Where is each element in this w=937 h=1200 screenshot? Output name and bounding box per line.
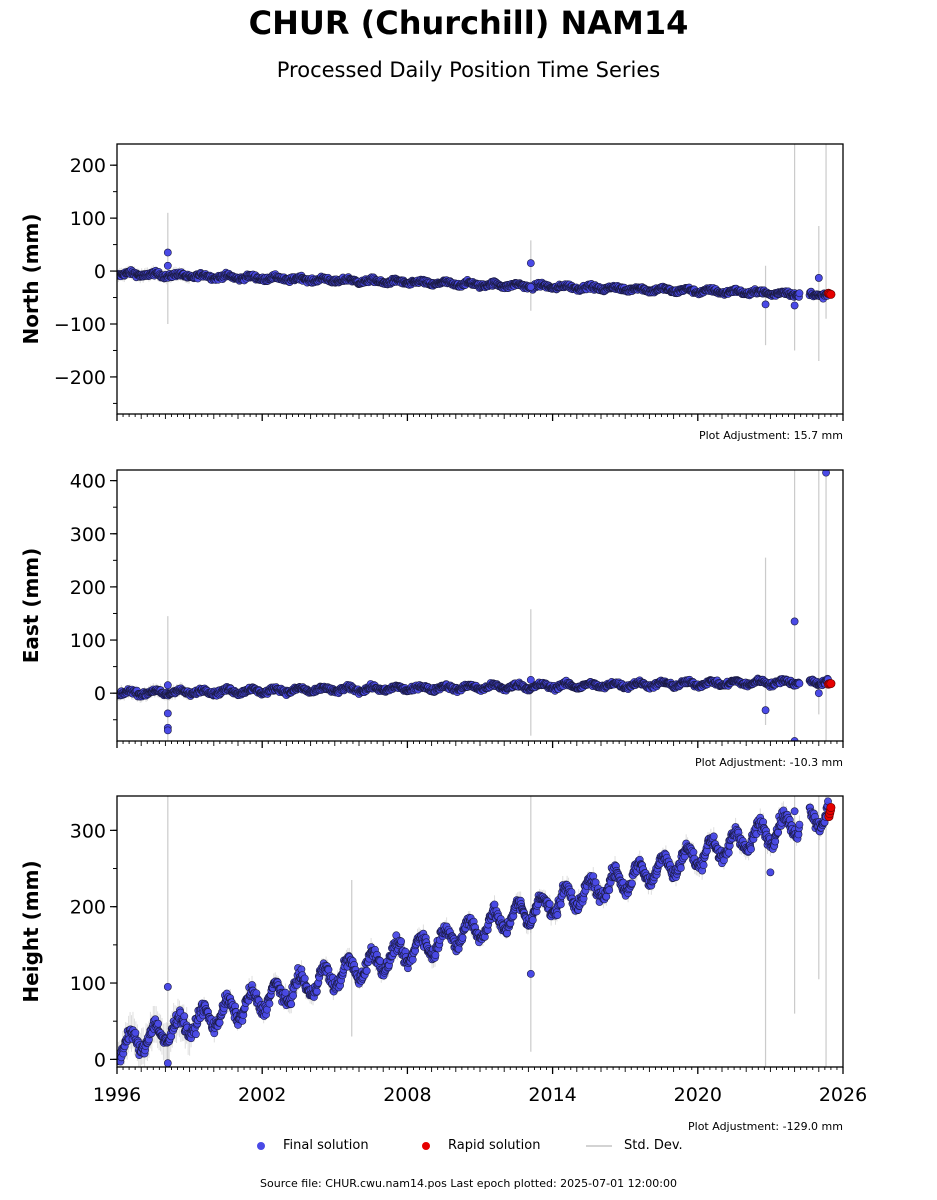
plot-adjustment-label: Plot Adjustment: -10.3 mm <box>695 756 843 769</box>
final-point <box>131 1028 140 1037</box>
final-point <box>790 301 799 310</box>
final-point <box>154 1019 163 1028</box>
y-tick-label: 200 <box>70 577 106 599</box>
y-tick-label: 400 <box>70 471 106 493</box>
plot-area <box>117 796 836 1067</box>
chart-title: CHUR (Churchill) NAM14 <box>248 4 689 42</box>
final-point <box>795 679 804 688</box>
y-axis-label: North (mm) <box>19 213 43 344</box>
rapid-point <box>826 289 836 299</box>
final-point <box>822 470 830 477</box>
axes-frame <box>116 469 844 742</box>
rapid-point <box>826 679 836 689</box>
y-axis-label: East (mm) <box>19 548 43 664</box>
final-point <box>814 274 823 282</box>
final-point <box>761 706 770 715</box>
plot-area <box>117 470 836 741</box>
final-point <box>526 675 535 684</box>
final-point <box>163 681 172 690</box>
y-tick-label: 100 <box>70 208 106 230</box>
final-point <box>814 689 823 698</box>
final-point <box>163 726 172 735</box>
final-point <box>761 300 770 309</box>
final-point <box>790 737 799 741</box>
final-point <box>163 248 172 257</box>
final-point <box>163 709 172 718</box>
chart-subtitle: Processed Daily Position Time Series <box>276 58 661 82</box>
y-tick-label: 0 <box>94 261 106 283</box>
final-point <box>526 259 535 268</box>
panel-2: 400 300 200 100 0 East (mm) Plot Adjustment: -… <box>19 469 844 769</box>
y-tick-label: −200 <box>54 367 106 389</box>
final-point <box>790 617 799 626</box>
panel-1: 200 100 0 −100 −200 North (mm) Plot Adjustment… <box>19 143 844 442</box>
final-point <box>795 289 804 298</box>
y-tick-label: 0 <box>94 683 106 705</box>
plot-area <box>117 144 836 362</box>
final-point <box>191 1030 200 1039</box>
final-point <box>180 1012 189 1021</box>
y-tick-label: 200 <box>70 155 106 177</box>
plot-adjustment-label: Plot Adjustment: 15.7 mm <box>699 429 843 442</box>
final-point <box>215 1018 224 1027</box>
y-tick-label: 100 <box>70 630 106 652</box>
final-point <box>526 283 535 291</box>
y-tick-label: 300 <box>70 524 106 546</box>
y-tick-label: −100 <box>54 314 106 336</box>
final-point <box>163 261 172 270</box>
